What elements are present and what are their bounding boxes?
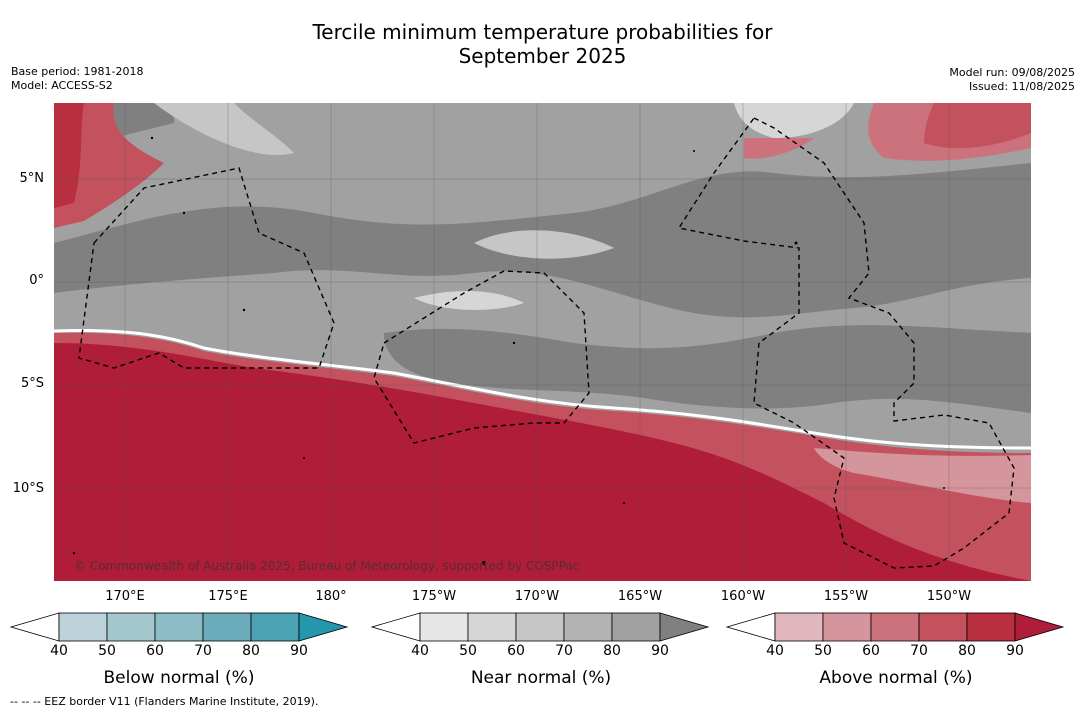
colorbar-title-near: Near normal (%): [470, 668, 612, 688]
colorbar-segment: [467, 612, 517, 642]
lat-label-10s: 10°S: [12, 481, 44, 496]
near-normal-70-band-south: [384, 325, 1031, 413]
colorbar-title-below: Below normal (%): [103, 668, 255, 688]
colorbar-under-arrow: [9, 612, 60, 642]
lat-label-5s: 5°S: [20, 376, 44, 391]
lon-label-175w: 175°W: [411, 589, 457, 604]
lon-label-180: 180°: [315, 589, 347, 604]
colorbar-segment: [918, 612, 968, 642]
colorbar-above-normal: [725, 612, 1065, 642]
above-normal-south-50: [814, 448, 1031, 503]
copyright-notice: © Commonwealth of Australia 2025, Bureau…: [74, 559, 580, 573]
colorbar-segment: [419, 612, 469, 642]
colorbar-title-above: Above normal (%): [819, 668, 973, 688]
colorbar-tick-label: 60: [507, 643, 525, 659]
colorbar-tick-label: 90: [1006, 643, 1024, 659]
eez-kiribati-west: [78, 167, 335, 369]
colorbar-over-arrow: [298, 612, 349, 642]
colorbar-near-normal: [370, 612, 710, 642]
colorbar-tick-label: 50: [459, 643, 477, 659]
colorbar-tick-label: 80: [958, 643, 976, 659]
colorbar-legend: [9, 612, 1065, 642]
lat-label-0: 0°: [29, 273, 44, 288]
lon-label-155w: 155°W: [823, 589, 869, 604]
colorbar-tick-label: 80: [242, 643, 260, 659]
colorbar-segment: [563, 612, 613, 642]
eez-kiribati-phoenix: [373, 270, 590, 444]
eez-kiribati-line: [677, 117, 1015, 569]
colorbar-segment: [515, 612, 565, 642]
graticule: [54, 103, 1031, 581]
colorbar-segment: [966, 612, 1016, 642]
above-normal-ne-core: [924, 103, 1031, 149]
near-normal-50-patch-2: [474, 230, 614, 259]
title-line-2: September 2025: [458, 44, 627, 68]
issued-date: Issued: 11/08/2025: [968, 80, 1075, 93]
colorbar-over-arrow: [659, 612, 710, 642]
colorbar-tick-label: 70: [194, 643, 212, 659]
model-name: Model: ACCESS-S2: [11, 79, 113, 92]
colorbar-over-arrow: [1014, 612, 1065, 642]
lon-label-175e: 175°E: [208, 589, 248, 604]
colorbar-segment: [202, 612, 252, 642]
above-normal-nw-core: [54, 103, 84, 208]
islands: [72, 136, 945, 565]
colorbar-tick-label: 70: [910, 643, 928, 659]
lon-label-170e: 170°E: [105, 589, 145, 604]
colorbar-segment: [611, 612, 661, 642]
colorbar-tick-label: 70: [555, 643, 573, 659]
eez-footnote: -- -- -- EEZ border V11 (Flanders Marine…: [10, 695, 319, 708]
lon-label-170w: 170°W: [514, 589, 560, 604]
colorbar-tick-label: 90: [651, 643, 669, 659]
colorbar-segment: [106, 612, 156, 642]
colorbar-tick-label: 60: [862, 643, 880, 659]
lon-label-150w: 150°W: [926, 589, 972, 604]
colorbar-under-arrow: [725, 612, 776, 642]
colorbar-tick-label: 40: [50, 643, 68, 659]
metadata-left: Base period: 1981-2018 Model: ACCESS-S2: [11, 65, 143, 93]
colorbar-under-arrow: [370, 612, 421, 642]
base-period: Base period: 1981-2018: [11, 65, 144, 78]
colorbar-segment: [58, 612, 108, 642]
near-normal-50-patch-1: [154, 103, 294, 155]
colorbar-tick-label: 60: [146, 643, 164, 659]
near-normal-boundary: [54, 328, 1031, 450]
colorbar-tick-label: 50: [98, 643, 116, 659]
lon-label-165w: 165°W: [617, 589, 663, 604]
lon-label-160w: 160°W: [720, 589, 766, 604]
colorbar-segment: [774, 612, 824, 642]
colorbar-tick-label: 80: [603, 643, 621, 659]
colorbar-segment: [870, 612, 920, 642]
map-canvas: [54, 103, 1031, 581]
colorbar-segment: [822, 612, 872, 642]
colorbar-tick-label: 40: [766, 643, 784, 659]
near-normal-50-patch-3: [414, 291, 524, 310]
colorbar-tick-label: 50: [814, 643, 832, 659]
above-normal-nw: [54, 103, 164, 228]
colorbar-segment: [154, 612, 204, 642]
colorbar-below-normal: [9, 612, 349, 642]
map-title: Tercile minimum temperature probabilitie…: [0, 20, 1085, 68]
metadata-right: Model run: 09/08/2025 Issued: 11/08/2025: [949, 66, 1075, 94]
lat-label-5n: 5°N: [19, 171, 45, 186]
title-line-1: Tercile minimum temperature probabilitie…: [312, 20, 773, 44]
near-normal-50-patch-4: [734, 103, 854, 138]
colorbar-segment: [250, 612, 300, 642]
colorbar-tick-label: 90: [290, 643, 308, 659]
probability-map: [54, 103, 1031, 581]
colorbar-tick-label: 40: [411, 643, 429, 659]
eez-borders: [78, 117, 1015, 569]
above-normal-south-90: [54, 343, 1031, 581]
model-run: Model run: 09/08/2025: [949, 66, 1075, 79]
